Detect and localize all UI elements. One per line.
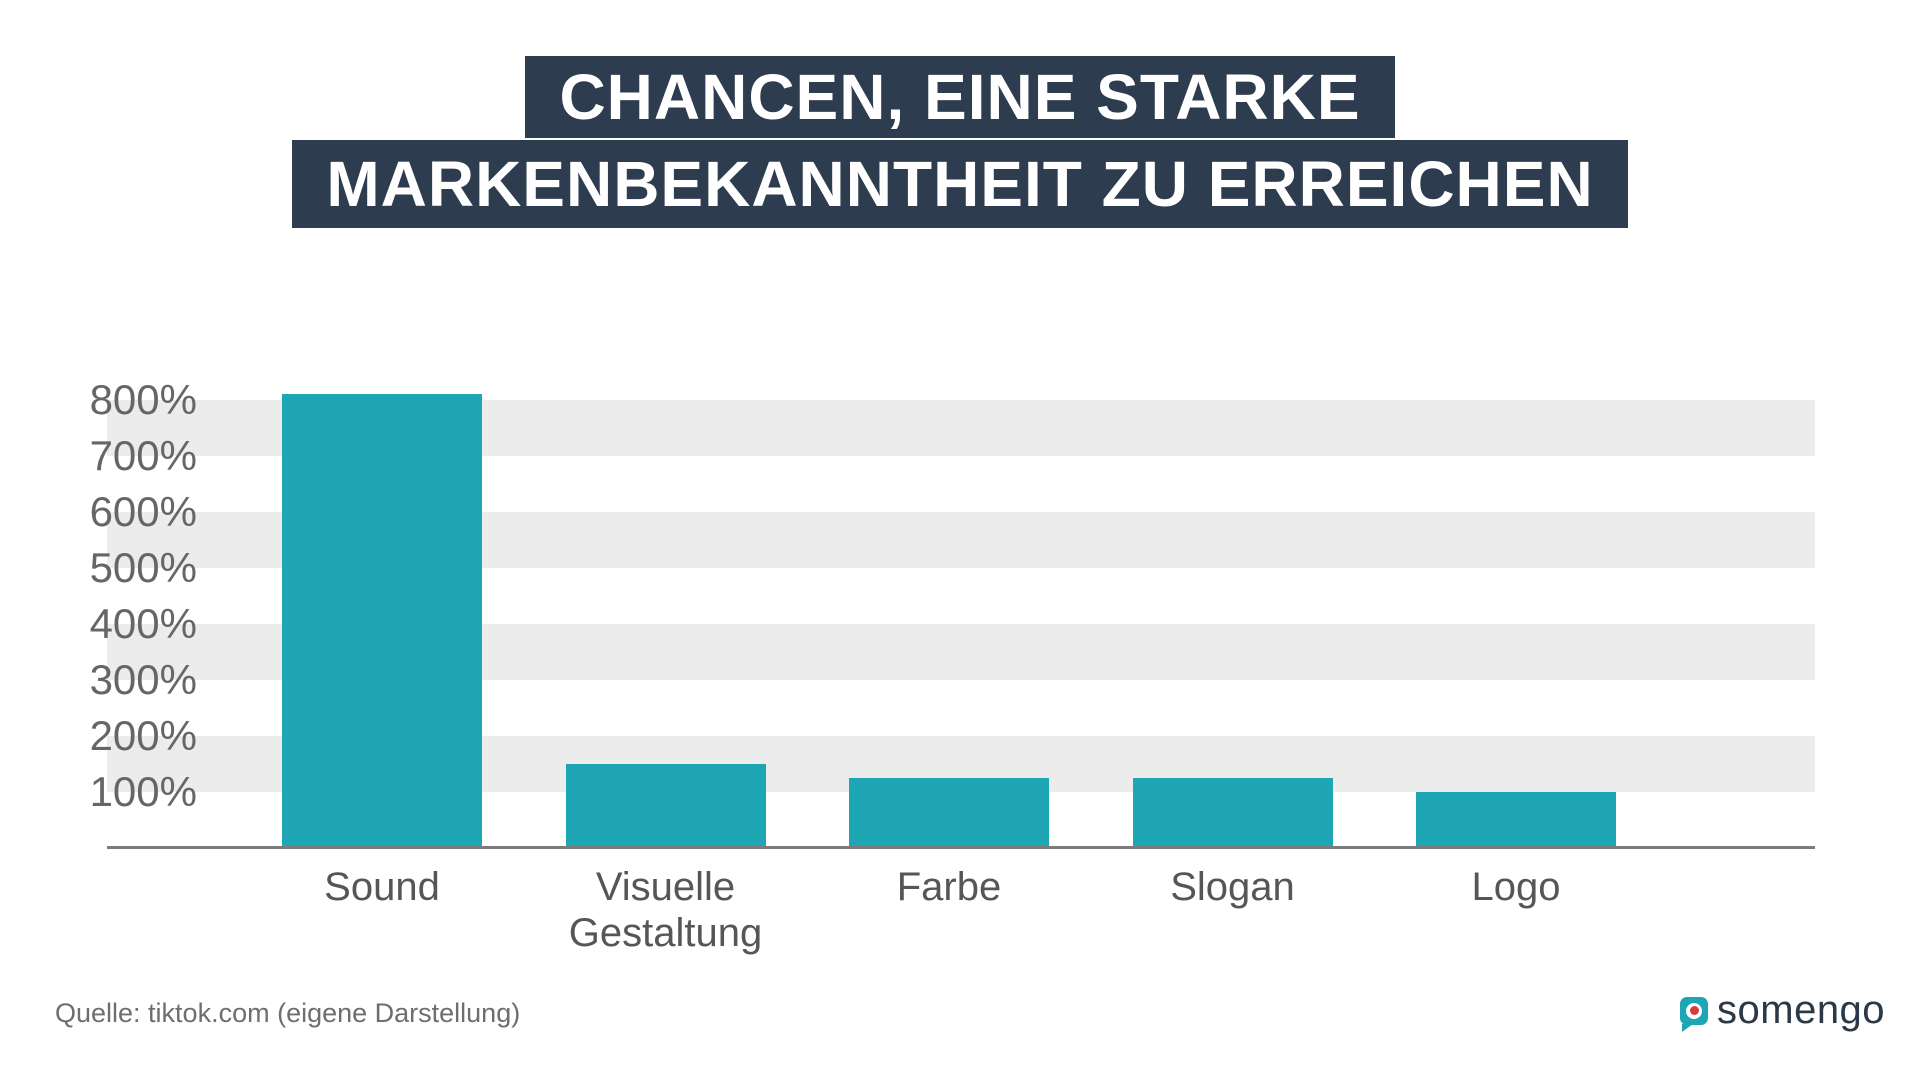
y-axis-tick-400: 400% <box>89 600 197 647</box>
y-axis-tick-800: 800% <box>89 376 197 423</box>
y-axis-tick-100: 100% <box>89 768 197 815</box>
brand-logo: somengo <box>1680 988 1885 1033</box>
bar-logo <box>1416 792 1616 848</box>
y-axis-tick-600: 600% <box>89 488 197 535</box>
y-axis-tick-500: 500% <box>89 544 197 591</box>
bar-visuelle-gestaltung <box>565 764 766 848</box>
somengo-logo-icon <box>1680 996 1708 1032</box>
x-axis-label-slogan: Slogan <box>1170 865 1295 909</box>
bar-slogan <box>1132 778 1333 848</box>
brand-name: somengo <box>1717 988 1886 1032</box>
title-line-1: CHANCEN, EINE STARKE <box>525 56 1395 138</box>
y-axis-tick-700: 700% <box>89 432 197 479</box>
x-axis-label-farbe: Farbe <box>896 865 1002 909</box>
x-axis-line <box>107 846 1815 849</box>
logo-ring <box>1686 1002 1702 1019</box>
bar-sound <box>282 394 482 848</box>
source-note: Quelle: tiktok.com (eigene Darstellung) <box>55 998 521 1028</box>
x-axis-label-logo: Logo <box>1471 865 1561 909</box>
x-axis-label-visuelle-gestaltung: Visuelle Gestaltung <box>568 865 763 955</box>
y-axis-tick-300: 300% <box>89 656 197 703</box>
title-line-2: MARKENBEKANNTHEIT ZU ERREICHEN <box>292 140 1628 228</box>
logo-red-dot <box>1689 1006 1699 1015</box>
title-block: CHANCEN, EINE STARKE MARKENBEKANNTHEIT Z… <box>0 56 1920 228</box>
bar-farbe <box>849 778 1049 848</box>
logo-bubble-tail <box>1682 1023 1693 1032</box>
x-axis-label-sound: Sound <box>324 865 440 909</box>
y-axis-tick-200: 200% <box>89 712 197 759</box>
